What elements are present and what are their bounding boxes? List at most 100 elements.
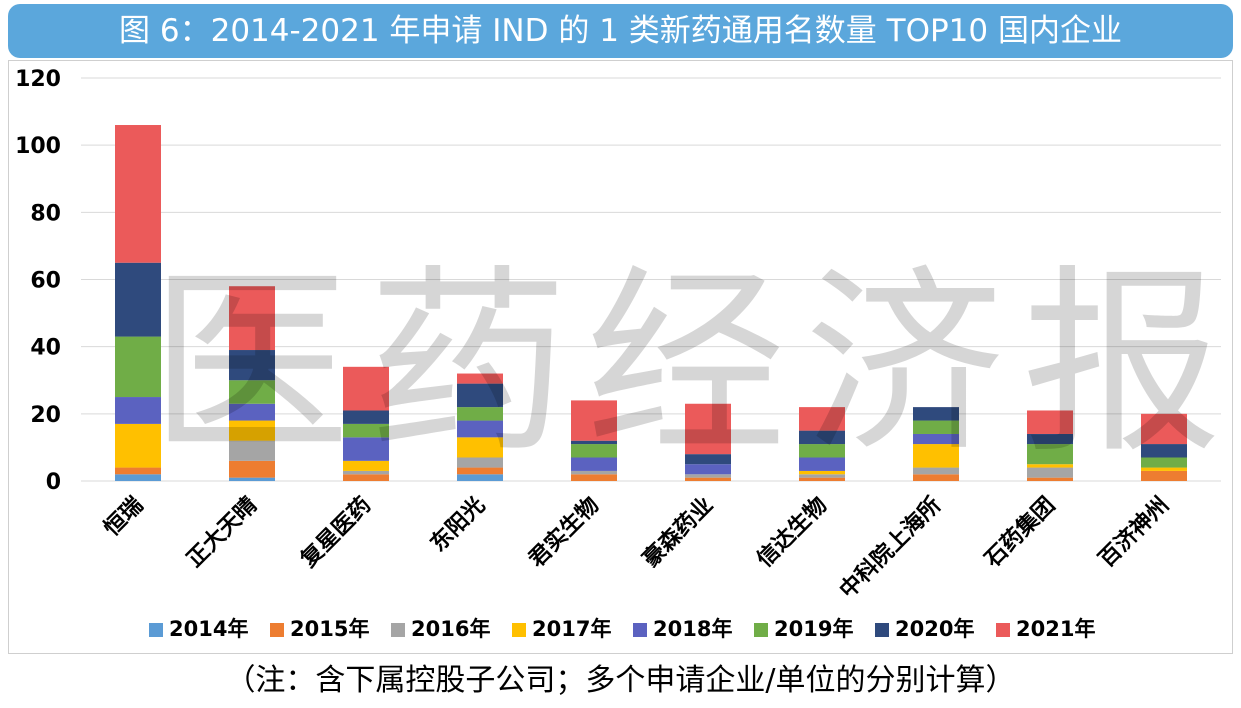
x-tick-label: 百济神州 xyxy=(1094,492,1175,573)
bar-segment xyxy=(229,420,275,441)
y-tick-label: 0 xyxy=(46,470,61,495)
bar-segment xyxy=(685,474,731,478)
legend-label: 2016年 xyxy=(411,617,490,641)
bar-segment xyxy=(799,477,845,481)
legend-label: 2019年 xyxy=(774,617,853,641)
bar-segment xyxy=(115,336,161,398)
bar-segment xyxy=(115,467,161,475)
bar-segment xyxy=(571,470,617,475)
bar-segment xyxy=(115,423,161,468)
bar-segment xyxy=(343,423,389,438)
x-tick-label: 恒瑞 xyxy=(99,492,149,542)
legend-label: 2018年 xyxy=(653,617,732,641)
legend-label: 2014年 xyxy=(169,617,248,641)
legend-label: 2017年 xyxy=(532,617,611,641)
legend-swatch xyxy=(754,623,768,637)
bar-segment xyxy=(1027,410,1073,434)
bar-segment xyxy=(1141,467,1187,471)
bar-segment xyxy=(229,350,275,381)
legend-swatch xyxy=(149,623,163,637)
bar-segment xyxy=(343,470,389,475)
bar-segment xyxy=(685,477,731,481)
x-tick-label: 信达生物 xyxy=(752,492,833,573)
bar-segment xyxy=(799,474,845,478)
bar-segment xyxy=(115,125,161,263)
bar-segment xyxy=(1141,444,1187,458)
bar-segment xyxy=(457,420,503,438)
bar-segment xyxy=(1027,464,1073,468)
bar-segment xyxy=(457,467,503,475)
x-tick-label: 复星医药 xyxy=(295,492,376,573)
footnote: （注：含下属控股子公司；多个申请企业/单位的分别计算） xyxy=(225,663,1016,698)
bar-segment xyxy=(229,286,275,351)
bar-segment xyxy=(457,407,503,421)
bar-segment xyxy=(115,262,161,337)
x-tick-label: 正大天晴 xyxy=(182,492,263,573)
bar-segment xyxy=(799,444,845,458)
bar-segment xyxy=(685,464,731,475)
y-tick-label: 20 xyxy=(30,403,61,428)
bar-segment xyxy=(343,437,389,461)
stacked-bar-chart: 0 20 40 60 80 100 120 恒瑞 正大天晴 复星医药 东阳光 君实生物 豪森药业 信达生物… xyxy=(15,67,1221,641)
bar-segment xyxy=(913,467,959,475)
bar-segment xyxy=(799,430,845,445)
legend-swatch xyxy=(270,623,284,637)
bar-segment xyxy=(343,460,389,471)
legend-swatch xyxy=(996,623,1010,637)
bar-segment xyxy=(913,420,959,434)
bar-segment xyxy=(229,460,275,478)
y-tick-label: 120 xyxy=(15,67,61,92)
x-tick-label: 君实生物 xyxy=(524,492,605,573)
bar-segment xyxy=(343,410,389,424)
bar-segment xyxy=(115,397,161,424)
legend-swatch xyxy=(391,623,405,637)
bar-segment xyxy=(1141,457,1187,468)
bar-segment xyxy=(571,474,617,481)
bar-segment xyxy=(913,433,959,445)
bar-segment xyxy=(1027,467,1073,478)
x-tick-label: 东阳光 xyxy=(425,492,490,557)
bar-segment xyxy=(229,440,275,461)
bar-segment xyxy=(571,444,617,458)
legend-swatch xyxy=(633,623,647,637)
legend-label: 2020年 xyxy=(895,617,974,641)
y-tick-label: 100 xyxy=(15,134,61,159)
bar-segment xyxy=(457,474,503,481)
x-tick-label: 豪森药业 xyxy=(638,492,719,573)
bar-segment xyxy=(685,454,731,465)
y-tick-label: 40 xyxy=(30,336,61,361)
bar-segment xyxy=(685,403,731,455)
bar-segment xyxy=(229,477,275,481)
bar-segment xyxy=(571,457,617,471)
bar-segment xyxy=(913,407,959,421)
bar-segment xyxy=(343,366,389,411)
legend-swatch xyxy=(512,623,526,637)
bar-segment xyxy=(343,474,389,481)
y-tick-label: 60 xyxy=(30,269,61,294)
bar-segment xyxy=(115,474,161,481)
bar-segment xyxy=(457,457,503,468)
bar-segment xyxy=(571,400,617,441)
bar-segment xyxy=(457,437,503,458)
bar-segment xyxy=(799,457,845,471)
bar-segment xyxy=(913,444,959,468)
bar-segment xyxy=(1027,444,1073,465)
x-tick-label: 石药集团 xyxy=(979,492,1060,573)
bar-segment xyxy=(457,383,503,408)
bar-segment xyxy=(229,380,275,404)
legend-label: 2015年 xyxy=(290,617,369,641)
bar-segment xyxy=(799,407,845,431)
bar-segment xyxy=(229,403,275,421)
legend-label: 2021年 xyxy=(1016,617,1095,641)
legend-swatch xyxy=(875,623,889,637)
chart-title: 图 6：2014-2021 年申请 IND 的 1 类新药通用名数量 TOP10… xyxy=(8,4,1233,58)
bar-segment xyxy=(1027,477,1073,481)
y-tick-label: 80 xyxy=(30,201,61,226)
bar-segment xyxy=(457,373,503,384)
chart-area: 0 20 40 60 80 100 120 恒瑞 正大天晴 复星医药 东阳光 君实生物 豪森药业 信达生物… xyxy=(8,60,1233,654)
bar-segment xyxy=(571,440,617,445)
bar-segment xyxy=(913,474,959,481)
bar-segment xyxy=(1141,470,1187,481)
bar-segment xyxy=(1141,413,1187,445)
x-tick-label: 中科院上海所 xyxy=(835,492,947,604)
